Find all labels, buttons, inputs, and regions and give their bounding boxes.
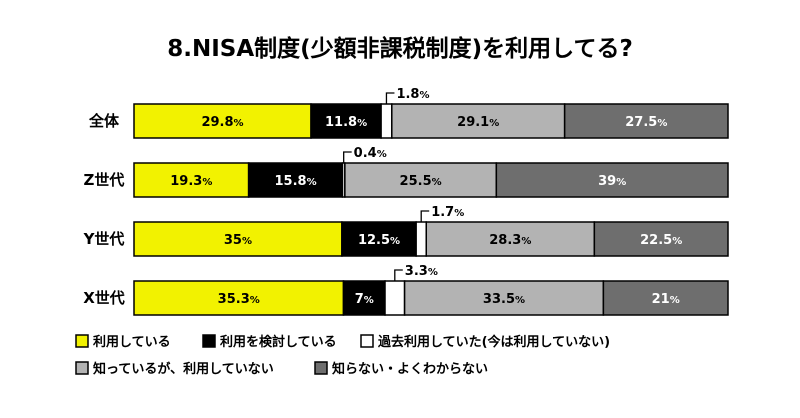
bar-row: Z世代 19.3% 15.8% 0.4% 25.5% 39%: [84, 146, 729, 198]
bar-segment: [415, 221, 427, 257]
category-label: X世代: [83, 289, 125, 307]
bar-segment: [602, 280, 729, 316]
data-label: 39%: [598, 174, 626, 189]
data-label: 7%: [355, 292, 374, 307]
data-label: 1.8%: [396, 87, 429, 102]
bar-segment: [344, 162, 498, 198]
legend-item: 利用している: [75, 334, 171, 350]
legend-swatch: [202, 334, 216, 348]
data-label: 33.5%: [483, 292, 525, 307]
data-label: 28.3%: [489, 233, 531, 248]
data-label: 3.3%: [405, 264, 438, 279]
bar-segment: [425, 221, 596, 257]
bar-segment: [391, 103, 566, 139]
data-label: 27.5%: [625, 115, 667, 130]
callout-line: [394, 269, 403, 281]
data-label: 29.8%: [201, 115, 243, 130]
data-label: 1.7%: [431, 205, 464, 220]
data-label: 29.1%: [457, 115, 499, 130]
legend-label: 利用している: [93, 334, 171, 350]
legend-item: 過去利用していた(今は利用していない): [360, 334, 610, 350]
legend-item: 利用を検討している: [202, 334, 337, 350]
bar-segment: [342, 280, 386, 316]
bar-segment: [563, 103, 729, 139]
bar-segment: [384, 280, 406, 316]
legend: 利用している 利用を検討している 過去利用していた(今は利用していない) 知っているが…: [75, 334, 610, 377]
callout-line: [343, 151, 352, 163]
data-label: 11.8%: [325, 115, 367, 130]
legend-item: 知っているが、利用していない: [75, 361, 274, 377]
bar-segment: [341, 221, 417, 257]
legend-swatch: [314, 361, 328, 375]
bars-group: 全体 29.8% 11.8% 1.8% 29.1% 27.5% Z世代 19.3% 15.8% 0…: [83, 87, 729, 316]
data-label: 22.5%: [640, 233, 682, 248]
bar-segment: [380, 103, 393, 139]
category-label: Y世代: [83, 230, 125, 248]
data-label: 21%: [652, 292, 680, 307]
legend-label: 利用を検討している: [220, 334, 337, 350]
legend-swatch: [75, 334, 89, 348]
bar-row: X世代 35.3% 7% 3.3% 33.5% 21%: [83, 264, 729, 316]
bar-row: Y世代 35% 12.5% 1.7% 28.3% 22.5%: [83, 205, 729, 257]
bar-segment: [593, 221, 729, 257]
data-label: 15.8%: [275, 174, 317, 189]
bar-segment: [495, 162, 729, 198]
bar-segment: [133, 162, 250, 198]
chart-title: 8.NISA制度(少額非課税制度)を利用してる?: [167, 35, 633, 62]
bar-segment: [133, 103, 312, 139]
category-label: Z世代: [84, 171, 125, 189]
data-label: 35%: [224, 233, 252, 248]
bar-row: 全体 29.8% 11.8% 1.8% 29.1% 27.5%: [88, 87, 729, 139]
legend-label: 知っているが、利用していない: [93, 361, 274, 377]
data-label: 25.5%: [400, 174, 442, 189]
bar-segment: [403, 280, 605, 316]
data-label: 19.3%: [170, 174, 212, 189]
legend-swatch: [75, 361, 89, 375]
data-label: 12.5%: [358, 233, 400, 248]
bar-segment: [133, 280, 345, 316]
callout-line: [420, 210, 430, 222]
category-label: 全体: [88, 112, 120, 130]
legend-label: 知らない・よくわからない: [332, 361, 488, 377]
bar-segment: [133, 221, 343, 257]
data-label: 0.4%: [354, 146, 387, 161]
data-label: 35.3%: [218, 292, 260, 307]
legend-label: 過去利用していた(今は利用していない): [377, 334, 610, 350]
callout-line: [385, 92, 395, 104]
legend-swatch: [360, 334, 374, 348]
legend-item: 知らない・よくわからない: [314, 361, 488, 377]
bar-segment: [247, 162, 344, 198]
bar-segment: [310, 103, 382, 139]
